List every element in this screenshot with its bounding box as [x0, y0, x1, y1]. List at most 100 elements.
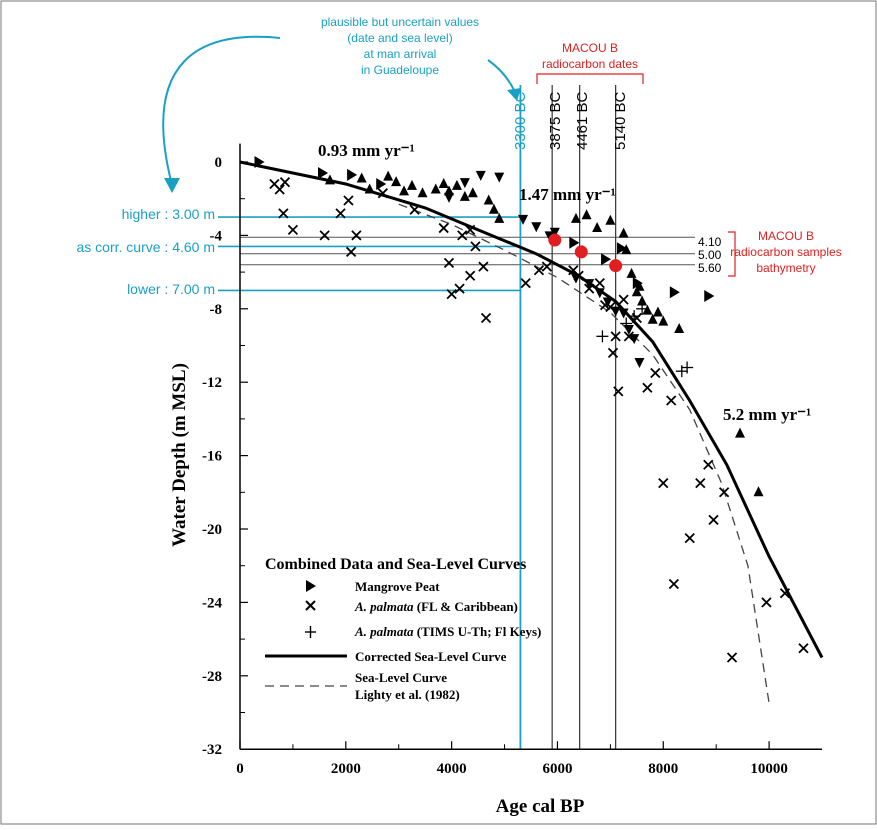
x-tick-label: 6000 — [542, 761, 572, 777]
mangrove-peat-point — [430, 183, 441, 194]
mangrove-peat-point — [569, 236, 580, 249]
apalmata-tims-point — [620, 317, 633, 330]
apalmata-fl-point — [594, 277, 605, 289]
legend-entry-apalmata-tims-label: (TIMS U-Th; Fl Keys) — [414, 624, 542, 639]
mangrove-peat-point — [406, 179, 417, 190]
apalmata-fl-point — [520, 277, 531, 289]
cyan-note-line-3: at man arrival — [364, 47, 437, 61]
apalmata-x-stroke — [454, 283, 465, 294]
mangrove-peat-point — [459, 178, 470, 189]
apalmata-x-stroke — [594, 277, 605, 289]
apalmata-x-stroke — [607, 347, 619, 358]
mangrove-peat-point — [605, 214, 616, 225]
apalmata-fl-point — [465, 224, 476, 236]
apalmata-x-stroke — [287, 224, 299, 236]
legend-entry-apalmata-tims: A. palmata (TIMS U-Th; Fl Keys) — [354, 624, 541, 639]
apalmata-fl-point — [708, 514, 719, 525]
mangrove-peat-point — [549, 227, 560, 238]
cyan-annotation: plausible but uncertain values (date and… — [162, 15, 521, 193]
macou-dates-title-1: MACOU B — [562, 41, 618, 55]
apalmata-fl-point — [610, 331, 621, 342]
y-axis-label: Water Depth (m MSL) — [169, 363, 190, 547]
apalmata-x-stroke — [446, 288, 457, 300]
bathy-value-1: 4.10 — [698, 235, 722, 249]
arrowhead-3300bc — [507, 88, 521, 101]
apalmata-fl-point — [718, 487, 730, 498]
legend-title: Combined Data and Sea-Level Curves — [265, 556, 526, 573]
apalmata-x-stroke — [465, 270, 476, 281]
apalmata-fl-point — [454, 283, 465, 294]
mangrove-peat-point — [594, 288, 605, 299]
apalmata-x-stroke — [658, 477, 669, 489]
mangrove-peat-point — [632, 277, 643, 290]
mangrove-peat-point — [488, 203, 499, 214]
x-tick-label: 2000 — [331, 761, 361, 777]
macou-sample-point — [548, 233, 562, 247]
mangrove-peat-point — [642, 304, 653, 315]
legend-entry-apalmata-tims-species: A. palmata — [354, 624, 414, 639]
mangrove-peat-point — [637, 295, 648, 306]
rate-label-1: 0.93 mm yr⁻¹ — [318, 141, 415, 160]
apalmata-x-stroke — [708, 514, 719, 525]
bc-label-3300: 3300 BC — [512, 91, 529, 150]
bc-label-5140: 5140 BC — [612, 91, 629, 150]
mangrove-peat-point — [584, 279, 595, 290]
apalmata-fl-point — [642, 382, 653, 393]
apalmata-fl-point — [726, 652, 738, 663]
mangrove-peat-point — [376, 178, 387, 191]
apalmata-fl-point — [623, 331, 635, 342]
apalmata-x-stroke — [478, 261, 489, 272]
apalmata-fl-point — [470, 241, 481, 252]
apalmata-x-stroke — [779, 588, 791, 599]
apalmata-fl-point — [605, 301, 616, 313]
mangrove-peat-point — [399, 185, 410, 196]
apalmata-tims-point — [596, 330, 609, 343]
mangrove-peat-point — [531, 222, 542, 233]
mangrove-peat-point — [629, 334, 640, 345]
curved-arrow-left — [162, 35, 281, 186]
x-axis-label: Age cal BP — [496, 796, 585, 817]
apalmata-x-stroke — [443, 257, 455, 269]
apalmata-fl-point — [287, 224, 299, 236]
mangrove-peat-point — [483, 194, 494, 205]
macou-samples — [548, 233, 623, 273]
legend-entry-apalmata-fl-species: A. palmata — [354, 599, 414, 614]
apalmata-fl-point — [351, 230, 362, 241]
apalmata-fl-point — [319, 230, 330, 241]
mangrove-peat-point — [616, 242, 627, 255]
apalmata-x-stroke — [533, 265, 545, 276]
apalmata-fl-point — [761, 597, 772, 608]
apalmata-fl-point — [684, 533, 695, 544]
mangrove-peat-point — [443, 192, 454, 203]
y-tick-label: 0 — [215, 155, 223, 171]
apalmata-x-stroke — [480, 312, 492, 324]
cyan-note-line-4: in Guadeloupe — [361, 63, 439, 77]
bc-label-3875: 3875 BC — [547, 91, 564, 150]
mangrove-peat-point — [494, 212, 505, 223]
rate-label-3: 5.2 mm yr⁻¹ — [723, 405, 811, 424]
apalmata-fl-point — [480, 312, 492, 324]
apalmata-x-stroke — [470, 241, 481, 252]
level-label-corr: as corr. curve : 4.60 m — [77, 239, 216, 255]
apalmata-x-stroke — [335, 208, 346, 219]
y-tick-label: -16 — [202, 449, 222, 465]
macou-sample-point — [609, 259, 623, 273]
y-tick-label: -12 — [202, 375, 222, 391]
mangrove-peat-point — [634, 358, 645, 369]
apalmata-fl-point — [465, 270, 476, 281]
x-tick-label: 8000 — [648, 761, 678, 777]
apalmata-x-stroke — [319, 230, 330, 241]
mangrove-peat-point — [669, 286, 680, 299]
mangrove-peat-point — [467, 187, 478, 198]
apalmata-fl-point — [446, 288, 457, 300]
mangrove-peat-point — [704, 289, 715, 302]
apalmata-tims-point — [681, 361, 694, 374]
apalmata-x-stroke — [377, 188, 388, 199]
mangrove-peat-point — [518, 214, 529, 225]
apalmata-fl-point — [343, 195, 354, 206]
apalmata-fl-point — [457, 230, 468, 241]
apalmata-fl-point — [613, 386, 624, 397]
data-points — [254, 156, 809, 663]
